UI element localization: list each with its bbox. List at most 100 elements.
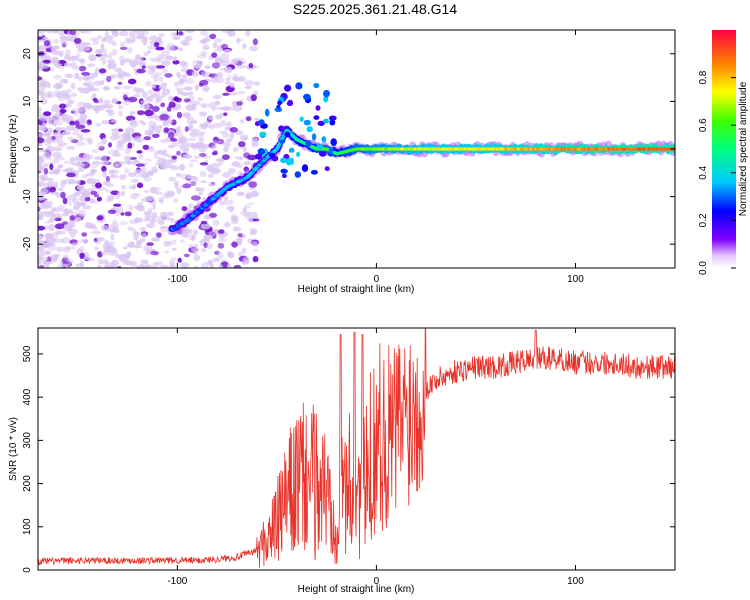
heatmap-noise-cell (212, 42, 218, 49)
heatmap-noise-cell (200, 222, 211, 230)
heatmap-noise-cell (45, 47, 52, 53)
heatmap-noise-cell (182, 73, 188, 79)
heatmap-noise-cell (71, 64, 79, 70)
heatmap-noise-cell (237, 251, 243, 257)
heatmap-noise-cell (128, 172, 137, 178)
heatmap-noise-cell (250, 94, 257, 102)
heatmap-noise-cell (208, 183, 215, 187)
heatmap-scatter-cell (280, 157, 288, 164)
heatmap-noise-cell (179, 39, 188, 45)
heatmap-noise-cell (210, 77, 219, 83)
y-tick-label: 100 (22, 518, 33, 535)
heatmap-noise-cell (146, 49, 152, 54)
heatmap-noise-cell (38, 234, 43, 241)
heatmap-noise-cell (85, 173, 95, 177)
heatmap-noise-cell (44, 147, 53, 153)
heatmap-noise-cell (69, 30, 76, 35)
heatmap-noise-cell (52, 121, 57, 127)
heatmap-noise-cell (176, 71, 181, 79)
heatmap-noise-cell (190, 195, 201, 201)
heatmap-noise-cell (143, 36, 148, 43)
heatmap-noise-cell (194, 84, 200, 91)
heatmap-noise-cell (190, 181, 197, 186)
heatmap-noise-cell (67, 136, 74, 141)
heatmap-noise-cell (197, 191, 204, 196)
heatmap-noise-cell (188, 234, 196, 241)
heatmap-noise-cell (139, 263, 144, 268)
heatmap-noise-cell (118, 104, 124, 110)
heatmap-noise-cell (141, 263, 151, 268)
heatmap-noise-cell (119, 42, 125, 48)
heatmap-noise-cell (176, 111, 183, 119)
heatmap-noise-cell (131, 61, 139, 66)
y-tick-label: 200 (22, 475, 33, 492)
heatmap-noise-cell (176, 187, 182, 194)
heatmap-noise-cell (105, 198, 113, 203)
heatmap-noise-cell (129, 111, 136, 115)
heatmap-noise-cell (231, 161, 240, 167)
heatmap-noise-cell (254, 117, 259, 121)
heatmap-noise-cell (78, 76, 83, 82)
heatmap-scatter-cell (264, 108, 270, 117)
heatmap-noise-cell (209, 33, 217, 40)
heatmap-noise-cell (86, 120, 93, 126)
heatmap-noise-cell (71, 242, 79, 247)
heatmap-noise-cell (117, 139, 127, 145)
heatmap-noise-cell (148, 146, 154, 150)
heatmap-noise-cell (129, 119, 135, 126)
heatmap-noise-cell (199, 170, 207, 178)
heatmap-noise-cell (223, 146, 229, 153)
heatmap-noise-cell (101, 137, 107, 145)
heatmap-noise-cell (251, 140, 259, 148)
heatmap-noise-cell (66, 245, 76, 250)
heatmap-noise-cell (96, 196, 102, 202)
heatmap-noise-cell (249, 232, 257, 236)
heatmap-noise-cell (172, 56, 178, 62)
heatmap-noise-cell (65, 63, 73, 67)
heatmap-noise-cell (129, 30, 136, 38)
heatmap-noise-cell (216, 252, 224, 259)
heatmap-noise-cell (72, 205, 80, 211)
heatmap-noise-cell (190, 128, 200, 133)
heatmap-noise-cell (60, 38, 68, 45)
heatmap-noise-cell (188, 91, 194, 96)
heatmap-noise-cell (186, 117, 196, 125)
heatmap-noise-cell (52, 30, 59, 34)
heatmap-noise-cell (155, 97, 160, 104)
heatmap-noise-cell (156, 149, 164, 155)
heatmap-noise-cell (168, 101, 176, 109)
heatmap-noise-cell (171, 247, 177, 251)
heatmap-noise-cell (119, 55, 125, 61)
heatmap-noise-cell (165, 55, 174, 59)
heatmap-noise-cell (97, 258, 104, 264)
heatmap-noise-cell (55, 192, 61, 198)
heatmap-noise-cell (178, 31, 184, 36)
heatmap-noise-cell (38, 92, 44, 96)
heatmap-noise-cell (110, 119, 118, 123)
heatmap-noise-cell (184, 126, 189, 132)
heatmap-noise-cell (111, 265, 117, 268)
heatmap-noise-cell (42, 152, 52, 159)
heatmap-noise-cell (38, 133, 43, 137)
heatmap-noise-cell (141, 121, 147, 126)
heatmap-noise-cell (124, 156, 129, 163)
heatmap-noise-cell (156, 54, 165, 61)
heatmap-noise-cell (61, 212, 70, 217)
heatmap-noise-cell (77, 48, 83, 53)
heatmap-scatter-cell (323, 118, 329, 124)
heatmap-noise-cell (161, 68, 168, 74)
heatmap-noise-cell (175, 87, 185, 92)
heatmap-noise-cell (191, 71, 199, 78)
heatmap-noise-cell (45, 251, 52, 256)
heatmap-noise-cell (38, 46, 44, 51)
heatmap-noise-cell (110, 233, 115, 241)
heatmap-noise-cell (122, 94, 128, 101)
heatmap-noise-cell (222, 92, 230, 96)
heatmap-noise-cell (92, 160, 101, 165)
heatmap-noise-cell (81, 191, 90, 198)
heatmap-noise-cell (63, 254, 69, 259)
heatmap-noise-cell (167, 211, 175, 216)
heatmap-noise-cell (105, 183, 115, 188)
heatmap-scatter-cell (311, 133, 317, 141)
heatmap-noise-cell (147, 68, 156, 75)
